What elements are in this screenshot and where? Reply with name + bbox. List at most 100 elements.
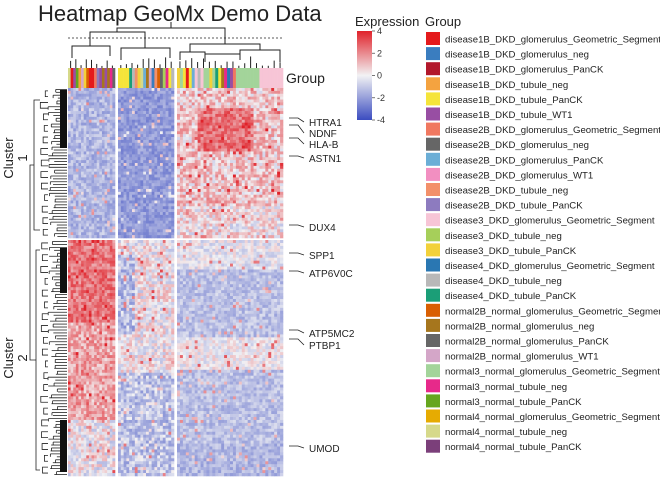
heatmap-cell (271, 229, 274, 232)
heatmap-cell (248, 212, 251, 215)
heatmap-cell (171, 212, 174, 215)
heatmap-cell (110, 246, 113, 249)
heatmap-cell (84, 157, 87, 160)
heatmap-cell (259, 221, 262, 224)
heatmap-cell (233, 169, 236, 172)
heatmap-cell (259, 229, 262, 232)
heatmap-cell (274, 97, 277, 100)
heatmap-cell (154, 114, 157, 117)
heatmap-cell (84, 97, 87, 100)
heatmap-cell (189, 224, 192, 227)
heatmap-cell (76, 317, 79, 320)
heatmap-cell (171, 151, 174, 154)
heatmap-cell (215, 198, 218, 201)
heatmap-cell (218, 88, 221, 91)
heatmap-cell (195, 209, 198, 212)
annotation-cell (189, 68, 192, 89)
heatmap-cell (97, 201, 100, 204)
heatmap-cell (186, 163, 189, 166)
heatmap-cell (171, 123, 174, 126)
heatmap-cell (73, 102, 76, 105)
heatmap-cell (277, 215, 280, 218)
heatmap-cell (262, 131, 265, 134)
heatmap-cell (105, 243, 108, 246)
heatmap-cell (78, 117, 81, 120)
heatmap-cell (89, 343, 92, 346)
heatmap-cell (99, 163, 102, 166)
heatmap-cell (76, 326, 79, 329)
heatmap-cell (254, 134, 257, 137)
heatmap-cell (233, 154, 236, 157)
heatmap-cell (71, 195, 74, 198)
heatmap-cell (132, 111, 135, 114)
heatmap-cell (152, 131, 155, 134)
heatmap-cell (99, 151, 102, 154)
heatmap-cell (206, 189, 209, 192)
heatmap-cell (157, 189, 160, 192)
heatmap-cell (215, 137, 218, 140)
heatmap-cell (251, 221, 254, 224)
heatmap-cell (268, 180, 271, 183)
heatmap-cell (259, 120, 262, 123)
heatmap-cell (168, 111, 171, 114)
heatmap-cell (102, 311, 105, 314)
heatmap-cell (239, 215, 242, 218)
heatmap-cell (73, 235, 76, 238)
heatmap-cell (71, 355, 74, 358)
heatmap-cell (68, 183, 71, 186)
heatmap-cell (233, 134, 236, 137)
heatmap-cell (177, 131, 180, 134)
heatmap-cell (73, 255, 76, 258)
heatmap-cell (94, 249, 97, 252)
heatmap-cell (105, 143, 108, 146)
heatmap-cell (236, 186, 239, 189)
heatmap-cell (68, 258, 71, 261)
heatmap-cell (97, 123, 100, 126)
heatmap-cell (257, 111, 260, 114)
heatmap-cell (163, 206, 166, 209)
heatmap-cell (107, 258, 110, 261)
heatmap-cell (92, 311, 95, 314)
heatmap-cell (209, 108, 212, 111)
heatmap-cell (73, 343, 76, 346)
heatmap-cell (166, 198, 169, 201)
heatmap-cell (121, 123, 124, 126)
heatmap-cell (97, 290, 100, 293)
heatmap-cell (183, 137, 186, 140)
heatmap-cell (160, 166, 163, 169)
heatmap-cell (277, 102, 280, 105)
heatmap-cell (268, 146, 271, 149)
heatmap-cell (152, 177, 155, 180)
heatmap-cell (218, 226, 221, 229)
heatmap-cell (94, 212, 97, 215)
heatmap-cell (71, 352, 74, 355)
heatmap-cell (107, 232, 110, 235)
heatmap-cell (198, 172, 201, 175)
heatmap-cell (68, 364, 71, 367)
heatmap-cell (84, 160, 87, 163)
heatmap-cell (99, 175, 102, 178)
heatmap-cell (135, 192, 138, 195)
heatmap-cell (76, 255, 79, 258)
heatmap-cell (121, 215, 124, 218)
heatmap-cell (97, 157, 100, 160)
dendrogram-branch (42, 432, 48, 438)
heatmap-cell (227, 203, 230, 206)
heatmap-cell (140, 123, 143, 126)
heatmap-cell (81, 198, 84, 201)
heatmap-cell (160, 102, 163, 105)
heatmap-cell (251, 143, 254, 146)
heatmap-cell (140, 134, 143, 137)
heatmap-cell (84, 323, 87, 326)
heatmap-cell (166, 140, 169, 143)
heatmap-cell (254, 206, 257, 209)
heatmap-cell (129, 143, 132, 146)
heatmap-cell (112, 323, 115, 326)
heatmap-cell (230, 108, 233, 111)
dendrogram-branch (40, 102, 48, 108)
heatmap-cell (143, 134, 146, 137)
heatmap-cell (143, 177, 146, 180)
heatmap-cell (257, 172, 260, 175)
heatmap-cell (166, 180, 169, 183)
heatmap-cell (68, 203, 71, 206)
